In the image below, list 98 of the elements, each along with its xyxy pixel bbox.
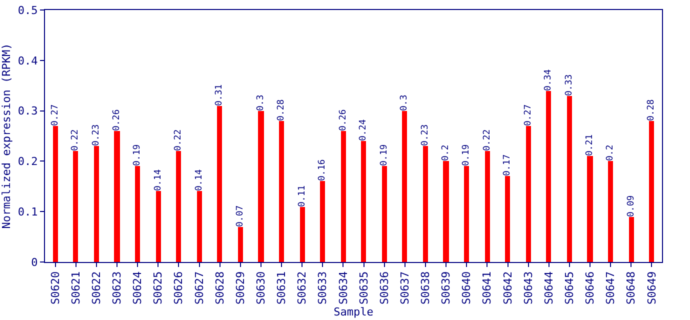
data-label: 0.24 — [358, 119, 368, 141]
bar — [608, 161, 613, 262]
data-label: 0.14 — [194, 169, 204, 191]
data-label: 0.09 — [626, 195, 636, 217]
data-label: 0.33 — [564, 74, 574, 96]
bar — [546, 91, 551, 262]
x-tick-label: S0639 — [440, 271, 453, 305]
x-tick-label: S0620 — [48, 271, 62, 305]
x-tick-label: S0621 — [69, 271, 82, 305]
x-tick-label: S0626 — [172, 271, 186, 305]
data-label: 0.21 — [585, 134, 595, 156]
x-tick-label: S0635 — [357, 271, 370, 305]
bar — [464, 166, 469, 262]
data-label: 0.28 — [276, 99, 286, 121]
data-label: 0.3 — [256, 94, 266, 111]
x-tick-label: S0628 — [213, 271, 226, 305]
bar — [135, 166, 140, 262]
x-tick-label: S0641 — [480, 271, 494, 305]
data-label: 0.19 — [462, 144, 472, 166]
bar — [156, 191, 161, 262]
bar — [73, 151, 78, 262]
bar — [238, 227, 243, 262]
x-tick-label: S0629 — [234, 271, 247, 305]
x-tick-label: S0637 — [398, 271, 412, 305]
bar — [402, 111, 407, 262]
bar — [300, 207, 305, 262]
x-tick-label: S0649 — [645, 271, 658, 305]
data-label: 0.07 — [236, 205, 246, 227]
bar — [505, 176, 510, 262]
bar — [279, 121, 284, 262]
x-tick-label: S0625 — [152, 271, 165, 305]
bar — [94, 146, 99, 262]
y-axis-title: Normalized expression (RPKM) — [0, 43, 13, 229]
x-tick-label: S0631 — [275, 271, 288, 305]
data-label: 0.34 — [544, 69, 554, 91]
data-label: 0.2 — [606, 144, 616, 161]
bar — [649, 121, 654, 262]
data-label: 0.26 — [338, 109, 348, 131]
data-label: 0.11 — [298, 185, 308, 207]
data-label: 0.16 — [318, 159, 328, 181]
data-label: 0.19 — [380, 144, 390, 166]
bar — [361, 141, 366, 262]
x-tick-label: S0640 — [460, 271, 474, 305]
data-label: 0.22 — [482, 129, 492, 151]
data-label: 0.23 — [92, 124, 102, 146]
x-tick-label: S0638 — [419, 271, 432, 305]
x-tick-label: S0644 — [542, 271, 556, 305]
x-tick-label: S0623 — [110, 271, 124, 305]
bar — [423, 146, 428, 262]
y-tick-label: 0.1 — [18, 205, 38, 218]
x-tick-label: S0627 — [192, 271, 206, 305]
x-tick-label: S0648 — [624, 271, 638, 305]
data-label: 0.31 — [214, 84, 224, 106]
bar — [587, 156, 593, 262]
data-label: 0.22 — [70, 129, 80, 151]
bar — [258, 111, 264, 262]
bar — [53, 126, 58, 262]
bar — [443, 161, 449, 262]
data-label: 0.14 — [154, 169, 164, 191]
y-tick-label: 0.5 — [18, 4, 38, 17]
bar — [526, 126, 531, 262]
data-label: 0.26 — [112, 109, 122, 131]
y-tick-label: 0.2 — [18, 155, 38, 168]
x-tick-label: S0643 — [522, 271, 535, 305]
data-label: 0.19 — [132, 144, 142, 166]
x-tick-label: S0634 — [336, 271, 350, 305]
x-tick-label: S0633 — [316, 271, 330, 305]
bar — [197, 191, 202, 262]
x-tick-label: S0624 — [131, 271, 144, 305]
bar — [217, 106, 222, 262]
data-label: 0.28 — [646, 99, 656, 121]
data-label: 0.27 — [50, 104, 60, 126]
bar — [567, 96, 572, 262]
data-label: 0.23 — [420, 124, 430, 146]
data-label: 0.17 — [502, 154, 512, 176]
bar — [485, 151, 490, 262]
x-tick-label: S0636 — [378, 271, 391, 305]
bar — [176, 151, 181, 262]
bar — [114, 131, 120, 262]
x-tick-label: S0632 — [296, 271, 309, 305]
x-tick-label: S0630 — [254, 271, 268, 305]
data-label: 0.3 — [400, 94, 410, 111]
bar — [341, 131, 346, 262]
x-tick-label: S0645 — [563, 271, 576, 305]
bar — [629, 217, 634, 262]
y-tick-label: 0.4 — [18, 54, 38, 68]
x-tick-label: S0622 — [90, 271, 103, 305]
data-label: 0.22 — [174, 129, 184, 151]
x-tick-label: S0642 — [501, 271, 514, 305]
x-tick-label: S0647 — [604, 271, 618, 305]
bar — [382, 166, 387, 262]
y-tick-label: 0 — [31, 256, 38, 269]
data-label: 0.27 — [524, 104, 534, 126]
x-tick-label: S0646 — [584, 271, 597, 305]
x-axis-title: Sample — [334, 306, 374, 319]
data-label: 0.2 — [441, 144, 451, 161]
bar — [320, 181, 325, 262]
y-tick-label: 0.3 — [18, 104, 38, 118]
